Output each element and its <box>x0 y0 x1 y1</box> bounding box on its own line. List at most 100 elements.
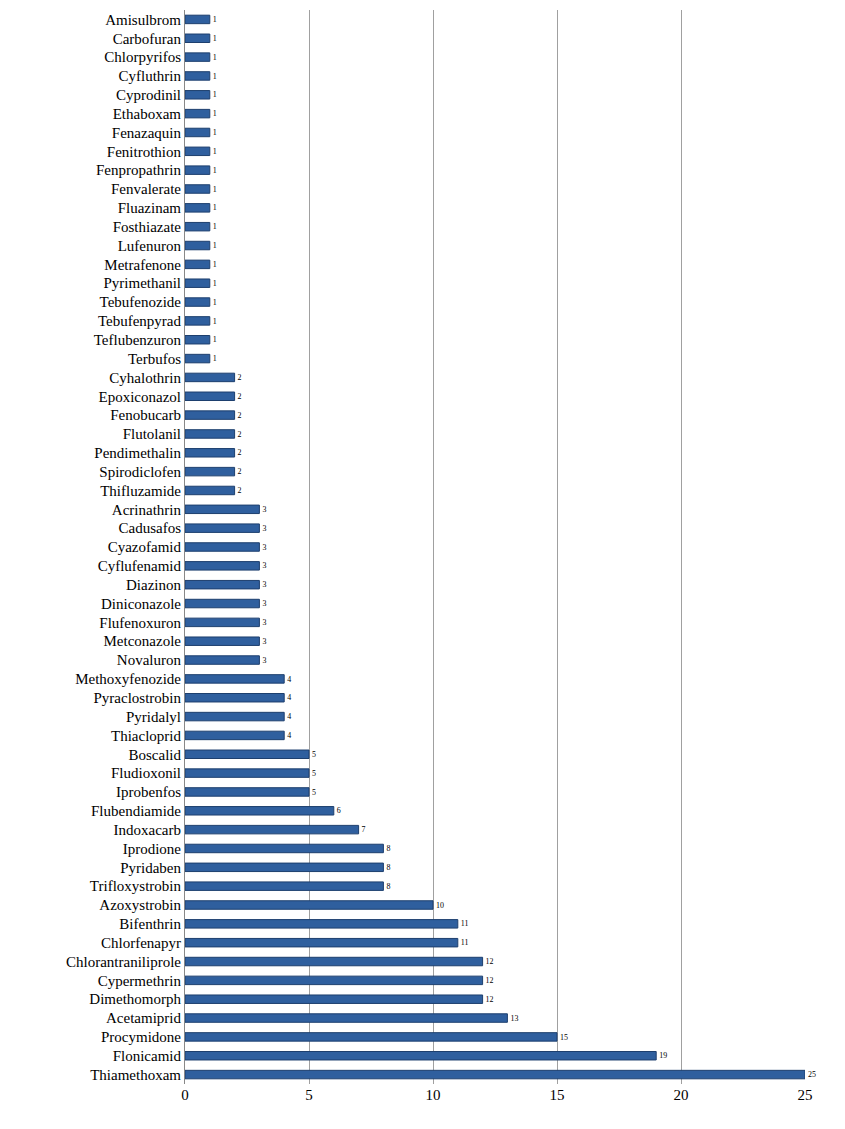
svg-text:Azoxystrobin: Azoxystrobin <box>99 897 181 913</box>
svg-text:Chlorpyrifos: Chlorpyrifos <box>104 49 181 65</box>
svg-text:10: 10 <box>436 901 444 910</box>
svg-text:Diazinon: Diazinon <box>126 577 181 593</box>
svg-text:1: 1 <box>213 185 217 194</box>
svg-text:Carbofuran: Carbofuran <box>113 31 182 47</box>
svg-text:Ethaboxam: Ethaboxam <box>113 106 182 122</box>
svg-text:1: 1 <box>213 72 217 81</box>
svg-text:Cyfluthrin: Cyfluthrin <box>119 68 182 84</box>
svg-text:Thifluzamide: Thifluzamide <box>100 483 181 499</box>
svg-text:Dimethomorph: Dimethomorph <box>89 991 181 1007</box>
svg-text:3: 3 <box>262 580 266 589</box>
svg-text:0: 0 <box>181 1087 189 1103</box>
svg-text:4: 4 <box>287 675 291 684</box>
svg-text:4: 4 <box>287 731 291 740</box>
svg-text:2: 2 <box>238 430 242 439</box>
svg-text:1: 1 <box>213 34 217 43</box>
svg-text:5: 5 <box>305 1087 313 1103</box>
svg-text:Trifloxystrobin: Trifloxystrobin <box>90 878 182 894</box>
svg-text:Acetamiprid: Acetamiprid <box>106 1010 181 1026</box>
svg-text:3: 3 <box>262 656 266 665</box>
svg-text:11: 11 <box>461 938 469 947</box>
svg-text:8: 8 <box>386 844 390 853</box>
svg-text:Procymidone: Procymidone <box>101 1029 181 1045</box>
svg-text:20: 20 <box>674 1087 689 1103</box>
svg-text:2: 2 <box>238 486 242 495</box>
svg-text:2: 2 <box>238 373 242 382</box>
svg-text:2: 2 <box>238 392 242 401</box>
svg-text:19: 19 <box>659 1051 667 1060</box>
svg-text:Flubendiamide: Flubendiamide <box>91 803 181 819</box>
svg-text:Pyridalyl: Pyridalyl <box>126 709 181 725</box>
svg-text:5: 5 <box>312 750 316 759</box>
svg-text:2: 2 <box>238 467 242 476</box>
svg-text:Teflubenzuron: Teflubenzuron <box>94 332 182 348</box>
svg-text:1: 1 <box>213 298 217 307</box>
svg-text:Pyrimethanil: Pyrimethanil <box>104 275 182 291</box>
svg-text:1: 1 <box>213 354 217 363</box>
svg-text:3: 3 <box>262 543 266 552</box>
svg-text:1: 1 <box>213 203 217 212</box>
svg-text:Cypermethrin: Cypermethrin <box>98 973 182 989</box>
svg-text:4: 4 <box>287 712 291 721</box>
svg-text:Chlorfenapyr: Chlorfenapyr <box>101 935 181 951</box>
svg-text:2: 2 <box>238 448 242 457</box>
svg-text:3: 3 <box>262 599 266 608</box>
svg-text:Pendimethalin: Pendimethalin <box>94 445 181 461</box>
svg-text:3: 3 <box>262 618 266 627</box>
svg-text:Acrinathrin: Acrinathrin <box>112 502 182 518</box>
svg-text:Novaluron: Novaluron <box>117 652 182 668</box>
svg-text:Metrafenone: Metrafenone <box>104 257 181 273</box>
svg-text:1: 1 <box>213 166 217 175</box>
svg-text:25: 25 <box>798 1087 813 1103</box>
svg-text:Iprobenfos: Iprobenfos <box>116 784 181 800</box>
svg-text:Lufenuron: Lufenuron <box>118 238 182 254</box>
svg-text:1: 1 <box>213 260 217 269</box>
svg-text:Fenitrothion: Fenitrothion <box>107 144 182 160</box>
svg-text:5: 5 <box>312 769 316 778</box>
svg-text:Fenvalerate: Fenvalerate <box>111 181 181 197</box>
svg-text:3: 3 <box>262 505 266 514</box>
svg-text:15: 15 <box>550 1087 565 1103</box>
svg-text:Thiacloprid: Thiacloprid <box>111 728 181 744</box>
svg-text:Cyazofamid: Cyazofamid <box>108 539 182 555</box>
svg-text:12: 12 <box>486 976 494 985</box>
svg-text:Cyflufenamid: Cyflufenamid <box>98 558 182 574</box>
svg-text:3: 3 <box>262 637 266 646</box>
svg-text:1: 1 <box>213 147 217 156</box>
svg-text:Metconazole: Metconazole <box>104 633 182 649</box>
svg-text:Chlorantraniliprole: Chlorantraniliprole <box>66 954 181 970</box>
svg-text:Thiamethoxam: Thiamethoxam <box>90 1067 181 1083</box>
svg-text:1: 1 <box>213 109 217 118</box>
svg-text:2: 2 <box>238 411 242 420</box>
svg-text:Spirodiclofen: Spirodiclofen <box>99 464 181 480</box>
svg-text:Cadusafos: Cadusafos <box>119 520 182 536</box>
svg-text:Cyprodinil: Cyprodinil <box>116 87 181 103</box>
svg-text:1: 1 <box>213 317 217 326</box>
svg-text:1: 1 <box>213 15 217 24</box>
svg-text:Tebufenpyrad: Tebufenpyrad <box>98 313 182 329</box>
svg-text:4: 4 <box>287 693 291 702</box>
svg-text:Flonicamid: Flonicamid <box>113 1048 182 1064</box>
svg-text:Fluazinam: Fluazinam <box>118 200 182 216</box>
svg-text:12: 12 <box>486 995 494 1004</box>
svg-text:11: 11 <box>461 919 469 928</box>
svg-text:Fenpropathrin: Fenpropathrin <box>96 162 181 178</box>
svg-text:Fenazaquin: Fenazaquin <box>112 125 182 141</box>
svg-text:Epoxiconazol: Epoxiconazol <box>99 389 181 405</box>
svg-text:3: 3 <box>262 524 266 533</box>
svg-text:Terbufos: Terbufos <box>128 351 181 367</box>
svg-text:13: 13 <box>510 1014 518 1023</box>
svg-text:1: 1 <box>213 90 217 99</box>
svg-text:Fludioxonil: Fludioxonil <box>111 765 181 781</box>
svg-text:5: 5 <box>312 788 316 797</box>
svg-text:Cyhalothrin: Cyhalothrin <box>109 370 181 386</box>
svg-text:1: 1 <box>213 335 217 344</box>
svg-text:10: 10 <box>426 1087 441 1103</box>
svg-text:1: 1 <box>213 241 217 250</box>
svg-text:1: 1 <box>213 53 217 62</box>
svg-text:Fenobucarb: Fenobucarb <box>110 407 181 423</box>
svg-text:7: 7 <box>362 825 366 834</box>
svg-text:Tebufenozide: Tebufenozide <box>100 294 182 310</box>
svg-text:1: 1 <box>213 222 217 231</box>
svg-text:1: 1 <box>213 279 217 288</box>
